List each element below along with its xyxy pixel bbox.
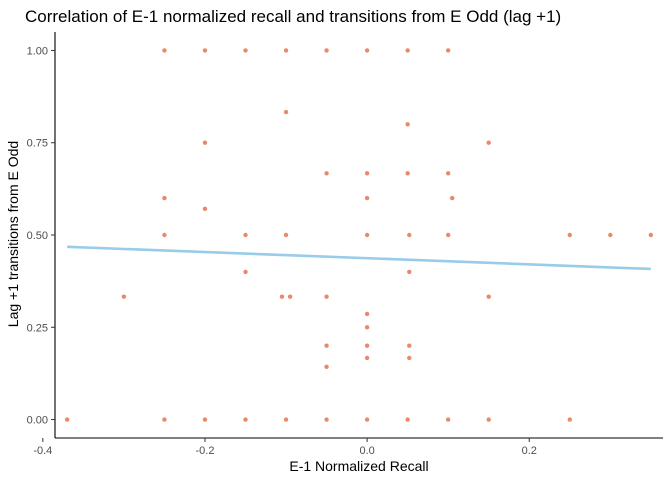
data-point (648, 232, 654, 238)
data-point (445, 48, 451, 53)
data-point (486, 294, 491, 299)
data-point (324, 294, 329, 299)
data-point (162, 195, 167, 201)
x-tick-label: -0.2 (195, 445, 214, 457)
data-point (364, 343, 370, 348)
data-point (121, 294, 127, 299)
data-point (243, 269, 248, 275)
data-point (407, 355, 412, 361)
data-point (364, 48, 370, 53)
x-tick-label: 0.0 (359, 445, 374, 457)
data-point (283, 109, 289, 115)
data-point (324, 364, 329, 369)
data-point (324, 48, 329, 53)
data-point (407, 343, 412, 348)
data-point (324, 343, 329, 348)
data-point (287, 294, 293, 299)
data-point (405, 122, 410, 127)
data-point (324, 171, 329, 176)
data-point (486, 417, 491, 422)
data-point (567, 232, 572, 238)
x-tick-label: -0.4 (33, 445, 52, 457)
data-point (364, 311, 370, 317)
data-point (243, 232, 248, 238)
data-point (243, 417, 248, 422)
data-point (279, 294, 285, 299)
trend-line (67, 245, 651, 271)
data-point (567, 417, 572, 422)
data-point (364, 195, 370, 201)
data-point (364, 171, 370, 176)
data-point (162, 232, 167, 238)
data-point (445, 417, 451, 422)
y-tick-label: 0.75 (27, 138, 48, 150)
data-point (243, 48, 248, 53)
x-axis-ticks: -0.4 -0.2 0.0 0.2 (33, 438, 537, 457)
data-point (405, 48, 410, 53)
data-point (64, 417, 70, 422)
data-point (486, 140, 491, 145)
data-point (202, 206, 208, 211)
data-point (364, 325, 370, 330)
data-point (445, 171, 451, 176)
data-point (445, 232, 451, 238)
data-point (405, 417, 410, 422)
data-point (202, 417, 208, 422)
y-tick-label: 0.50 (27, 230, 48, 242)
data-point (407, 232, 412, 238)
x-tick-label: 0.2 (522, 445, 537, 457)
data-point (162, 48, 167, 53)
data-point (202, 140, 208, 145)
plot-area (64, 48, 654, 422)
data-point (283, 232, 289, 238)
data-point (364, 355, 370, 361)
data-point (450, 195, 455, 201)
chart-title: Correlation of E-1 normalized recall and… (25, 7, 561, 26)
data-point (364, 417, 370, 422)
data-point (324, 417, 329, 422)
x-axis-title: E-1 Normalized Recall (289, 458, 428, 474)
data-point (162, 417, 167, 422)
y-tick-label: 0.25 (27, 322, 48, 334)
data-point (283, 48, 289, 53)
y-axis-title: Lag +1 transitions from E Odd (5, 141, 21, 327)
data-point (202, 48, 208, 53)
y-tick-label: 1.00 (27, 45, 48, 57)
y-axis-ticks: 0.00 0.25 0.50 0.75 1.00 (27, 45, 55, 427)
data-point (405, 171, 410, 176)
data-point (364, 232, 370, 238)
data-point (608, 232, 613, 238)
data-point (407, 269, 412, 275)
data-point (283, 417, 289, 422)
y-tick-label: 0.00 (27, 415, 48, 427)
